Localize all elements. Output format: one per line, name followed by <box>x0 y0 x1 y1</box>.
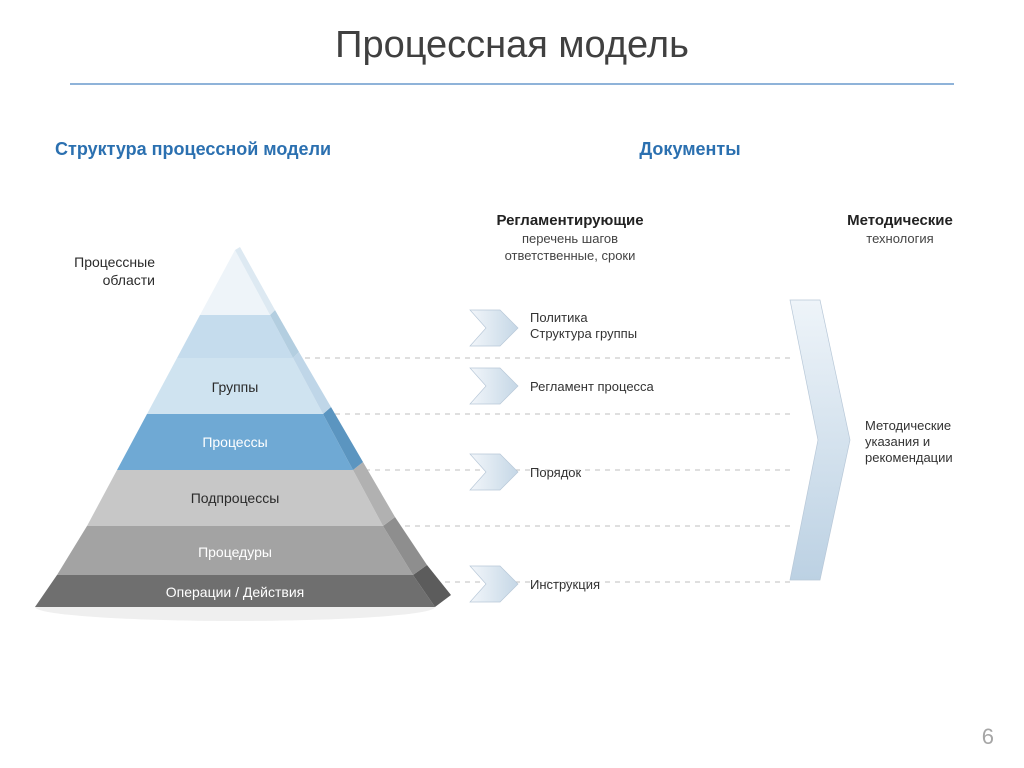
pyramid-level-3: Процессы <box>117 407 363 470</box>
pyramid-label-3: Процессы <box>202 434 267 450</box>
right-arrow-label3: рекомендации <box>865 450 953 465</box>
arrow-2-label1: Регламент процесса <box>530 379 655 394</box>
title-underline <box>70 83 954 85</box>
arrow-3: Порядок <box>470 454 582 490</box>
slide-title: Процессная модель <box>0 24 1024 67</box>
pyramid-top-label-2: области <box>103 272 155 288</box>
regulating-sub1: перечень шагов <box>522 231 618 246</box>
pyramid-label-5: Процедуры <box>198 544 272 560</box>
pyramid-level-2: Группы <box>147 352 331 414</box>
page-number: 6 <box>982 724 994 750</box>
pyramid-label-4: Подпроцессы <box>191 490 280 506</box>
pyramid-level-4: Подпроцессы <box>87 462 395 526</box>
left-section-title: Структура процессной модели <box>55 139 331 159</box>
right-arrow-label2: указания и <box>865 434 930 449</box>
right-arrow-label1: Методические <box>865 418 951 433</box>
pyramid-label-2: Группы <box>212 379 259 395</box>
regulating-header: Регламентирующие перечень шагов ответств… <box>496 212 643 263</box>
pyramid-label-6: Операции / Действия <box>166 584 305 600</box>
methodical-sub1: технология <box>866 231 933 246</box>
arrow-2: Регламент процесса <box>470 368 655 404</box>
pyramid: Операции / Действия Процедуры Подпроцесс… <box>35 247 451 621</box>
pyramid-inner-top <box>177 310 299 358</box>
arrows-group: Политика Структура группы Регламент проц… <box>470 310 655 602</box>
diagram-svg: Структура процессной модели Документы Ре… <box>0 110 1024 710</box>
methodical-title: Методические <box>847 212 953 229</box>
arrow-1-label1: Политика <box>530 310 588 325</box>
arrow-4-label1: Инструкция <box>530 577 600 592</box>
right-section-title: Документы <box>639 139 740 159</box>
methodical-header: Методические технология <box>847 212 953 246</box>
pyramid-top-label-1: Процессные <box>74 254 155 270</box>
arrow-1-label2: Структура группы <box>530 326 637 341</box>
regulating-title: Регламентирующие <box>496 212 643 229</box>
arrow-4: Инструкция <box>470 566 600 602</box>
arrow-1: Политика Структура группы <box>470 310 637 346</box>
regulating-sub2: ответственные, сроки <box>505 248 636 263</box>
arrow-3-label1: Порядок <box>530 465 582 480</box>
big-right-arrow: Методические указания и рекомендации <box>790 300 953 580</box>
pyramid-apex <box>200 247 275 315</box>
